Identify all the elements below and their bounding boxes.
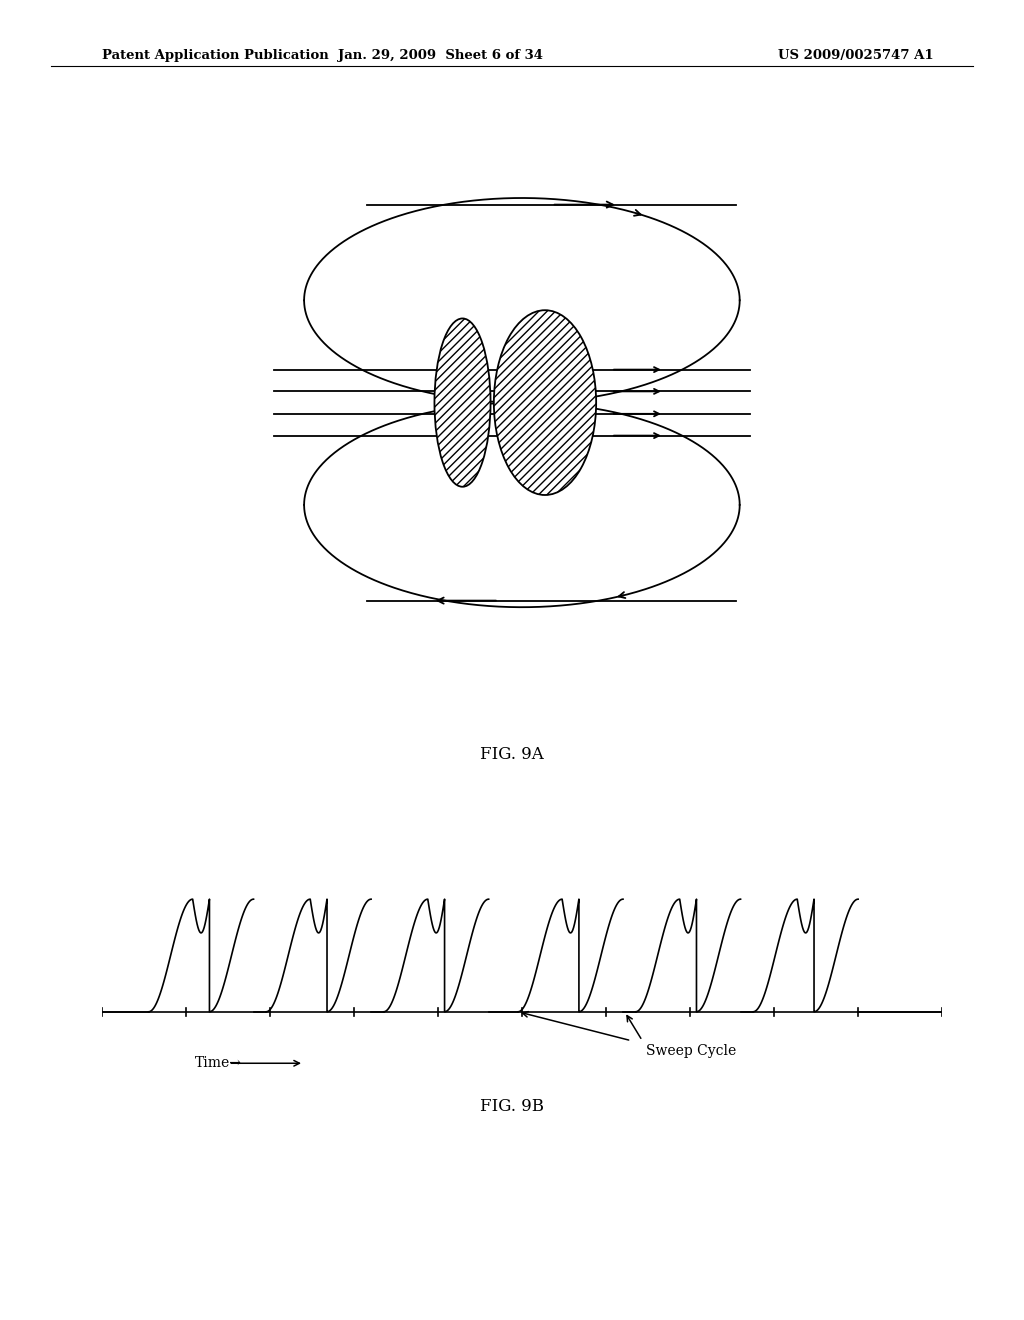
Text: US 2009/0025747 A1: US 2009/0025747 A1 — [778, 49, 934, 62]
Text: FIG. 9B: FIG. 9B — [480, 1098, 544, 1115]
Ellipse shape — [434, 318, 490, 487]
Text: Jan. 29, 2009  Sheet 6 of 34: Jan. 29, 2009 Sheet 6 of 34 — [338, 49, 543, 62]
Ellipse shape — [494, 310, 596, 495]
Text: Patent Application Publication: Patent Application Publication — [102, 49, 329, 62]
Text: Time→: Time→ — [195, 1056, 242, 1071]
Text: FIG. 9A: FIG. 9A — [480, 746, 544, 763]
Text: Sweep Cycle: Sweep Cycle — [646, 1044, 736, 1057]
